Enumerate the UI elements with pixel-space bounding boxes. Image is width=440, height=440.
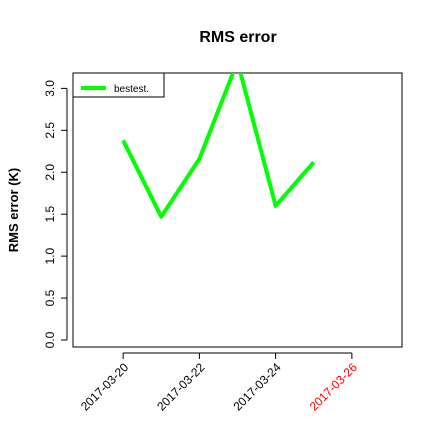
y-tick-label: 2.0: [43, 164, 57, 181]
y-axis-label: RMS error (K): [6, 168, 21, 253]
x-tick-label: 2017-03-24: [230, 360, 284, 414]
y-tick-label: 3.0: [43, 80, 57, 97]
y-tick-label: 0.5: [43, 289, 57, 306]
legend-label: bestest.: [114, 84, 149, 95]
y-tick-label: 1.0: [43, 247, 57, 264]
y-tick-label: 2.5: [43, 122, 57, 139]
x-tick-label: 2017-03-20: [78, 360, 132, 414]
plot-clip: [121, 73, 316, 219]
x-tick-label: 2017-03-22: [154, 360, 208, 414]
x-tick-label: 2017-03-26: [307, 360, 361, 414]
chart-title: RMS error: [199, 29, 276, 46]
y-tick-label: 1.5: [43, 206, 57, 223]
y-tick-label: 0.0: [43, 331, 57, 348]
line: [121, 73, 316, 219]
plot-box: [72, 72, 403, 348]
legend-box: [72, 72, 165, 98]
